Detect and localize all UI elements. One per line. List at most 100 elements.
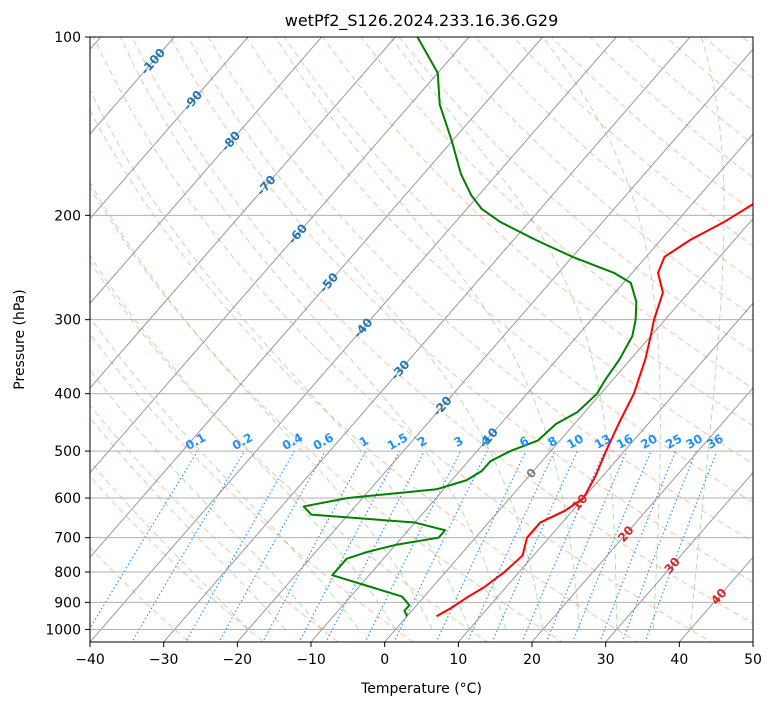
mixing-ratio-label: 2 — [415, 433, 429, 449]
mixing-ratio-line — [466, 450, 556, 642]
isotherm-line — [90, 37, 176, 135]
isotherm-line — [384, 217, 753, 642]
isotherm-line — [90, 37, 249, 220]
isotherm-label: -80 — [219, 129, 244, 155]
mixing-ratio-line — [644, 450, 718, 642]
moist-adiabat-line — [90, 369, 323, 630]
isotherm-label: -40 — [351, 315, 376, 341]
mixing-ratio-line — [298, 450, 401, 642]
mixing-ratio-line — [262, 450, 367, 642]
plot-frame — [89, 36, 754, 643]
moist-adiabat-line — [390, 37, 618, 630]
x-tick-label: −10 — [296, 652, 326, 668]
x-tick-label: −40 — [75, 652, 105, 668]
mixing-ratio-label: 1.5 — [385, 430, 410, 453]
dry-adiabat-line — [90, 260, 489, 642]
isotherm-line — [90, 37, 397, 389]
moist-adiabat-line — [90, 254, 397, 630]
moist-adiabat-line — [90, 316, 360, 630]
isotherm-label: -60 — [285, 221, 310, 247]
dry-adiabat-line — [703, 37, 753, 79]
y-tick-label: 800 — [54, 565, 81, 581]
y-tick-label: 300 — [54, 313, 81, 329]
isotherm-label: -50 — [316, 270, 341, 296]
moist-adiabat-line — [90, 460, 249, 630]
x-tick-label: 20 — [523, 652, 541, 668]
dry-adiabat-line — [245, 37, 753, 503]
isotherm-label: -100 — [138, 46, 168, 78]
x-axis-label: Temperature (°C) — [360, 681, 482, 697]
moist-adiabat-line — [90, 181, 433, 630]
x-tick-label: 30 — [597, 652, 615, 668]
x-axis: −40 −30 −20 −10 0 10 20 30 40 50 — [75, 642, 762, 668]
dry-adiabat-line — [398, 37, 753, 353]
dry-adiabat-line — [90, 546, 190, 642]
dry-adiabat-line — [93, 37, 713, 642]
mixing-ratio-label: 25 — [663, 431, 684, 451]
mixing-ratio-label: 10 — [565, 431, 586, 451]
y-tick-label: 700 — [54, 531, 81, 547]
isotherm-lines — [90, 37, 753, 642]
y-axis: 100 200 300 400 500 600 700 800 900 1000 — [45, 30, 90, 638]
mixing-ratio-label: 13 — [592, 431, 613, 451]
isobar-gridlines — [90, 37, 753, 630]
mixing-ratio-line — [545, 450, 628, 642]
x-tick-label: −20 — [223, 652, 253, 668]
isotherm-line — [236, 48, 753, 642]
moist-adiabat-line — [689, 37, 725, 630]
mixing-ratio-label: 0.1 — [183, 430, 208, 453]
y-tick-label: 400 — [54, 387, 81, 403]
isotherm-label: 40 — [708, 586, 730, 608]
x-tick-label: −30 — [149, 652, 179, 668]
dry-adiabat-line — [283, 37, 753, 465]
mixing-ratio-line — [621, 450, 697, 642]
dry-adiabat-line — [169, 37, 753, 583]
sounding-profiles — [302, 37, 753, 618]
isotherm-label: 0 — [523, 466, 539, 481]
isotherm-label: 10 — [569, 491, 591, 513]
mixing-ratio-label: 0.4 — [280, 430, 305, 453]
dry-adiabat-line — [748, 10, 775, 654]
y-tick-label: 200 — [54, 208, 81, 224]
isotherm-line — [457, 302, 753, 642]
mixing-ratio-line — [185, 450, 295, 642]
isotherm-label: -30 — [388, 357, 413, 383]
isotherm-line — [605, 471, 753, 642]
x-tick-label: 0 — [380, 652, 389, 668]
y-tick-label: 1000 — [45, 622, 81, 638]
mixing-ratio-label: 0.6 — [311, 430, 336, 453]
y-axis-label: Pressure (hPa) — [12, 289, 28, 389]
moist-adiabat-line — [119, 37, 507, 630]
mixing-ratio-label: 30 — [683, 431, 704, 451]
moist-adiabat-line — [90, 88, 470, 630]
dry-adiabat-line — [131, 37, 753, 624]
dry-adiabat-line — [741, 37, 753, 47]
isotherm-line — [752, 641, 753, 642]
y-tick-label: 600 — [54, 491, 81, 507]
dry-adiabat-line — [90, 109, 638, 642]
isotherm-label: -20 — [430, 393, 455, 419]
moist-adiabat-line — [542, 37, 661, 630]
x-tick-label: 40 — [670, 652, 688, 668]
dry-adiabat-line — [90, 333, 414, 642]
temperature-profile-line — [436, 203, 753, 618]
mixing-ratio-label: 36 — [704, 431, 725, 451]
dry-adiabat-line — [90, 404, 340, 642]
moist-adiabat-line — [187, 37, 544, 630]
isotherm-line — [310, 133, 753, 642]
moist-adiabats — [90, 37, 725, 630]
dry-adiabat-line — [90, 475, 265, 642]
mixing-ratio-lines — [90, 450, 718, 642]
mixing-ratio-line — [364, 450, 462, 642]
dry-adiabat-line — [207, 37, 753, 543]
isotherm-line — [90, 37, 618, 642]
isotherm-line — [90, 37, 544, 559]
x-tick-label: 10 — [449, 652, 467, 668]
x-tick-label: 50 — [744, 652, 762, 668]
dry-adiabat-line — [627, 37, 753, 145]
isotherm-line — [678, 556, 753, 642]
moist-adiabat-line — [274, 37, 581, 630]
